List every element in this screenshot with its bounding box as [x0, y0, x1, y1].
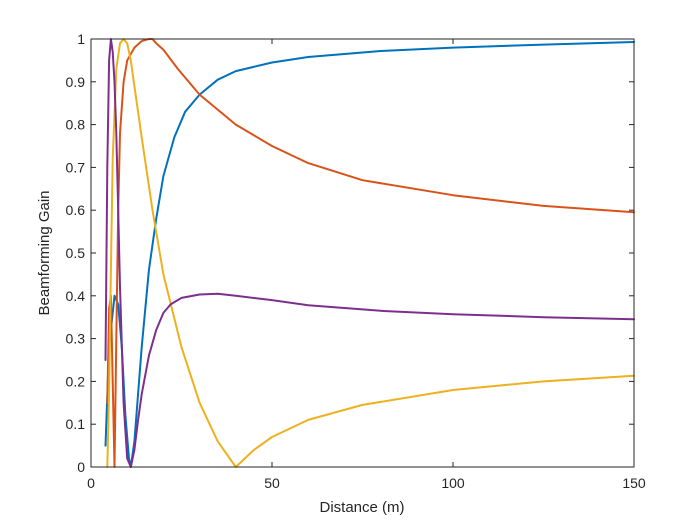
- x-axis-label: Distance (m): [319, 499, 404, 516]
- y-tick-label: 0.9: [66, 74, 86, 90]
- y-tick-label: 0.2: [66, 373, 86, 389]
- y-tick-label: 0.7: [66, 159, 86, 175]
- x-tick-label: 50: [264, 475, 280, 491]
- y-tick-label: 0.6: [66, 202, 86, 218]
- y-tick-label: 1: [77, 31, 85, 47]
- x-tick-label: 100: [441, 475, 465, 491]
- y-axis-label: Beamforming Gain: [36, 190, 53, 315]
- tick-layer: 0 50 100 150 0 0.1 0.2 0.3 0.4 0.5 0.6 0.7 0.8 0.9 1: [66, 31, 646, 491]
- x-tick-label: 150: [622, 475, 646, 491]
- y-tick-label: 0.3: [66, 331, 86, 347]
- series-line-4: [104, 38, 635, 468]
- plot-area: [91, 39, 634, 467]
- y-tick-label: 0.4: [66, 288, 86, 304]
- x-tick-label: 0: [87, 475, 95, 491]
- y-tick-label: 0.8: [66, 117, 86, 133]
- y-tick-label: 0.1: [66, 416, 86, 432]
- y-tick-label: 0: [77, 459, 85, 475]
- series-line-3: [106, 38, 635, 468]
- y-tick-label: 0.5: [66, 245, 86, 261]
